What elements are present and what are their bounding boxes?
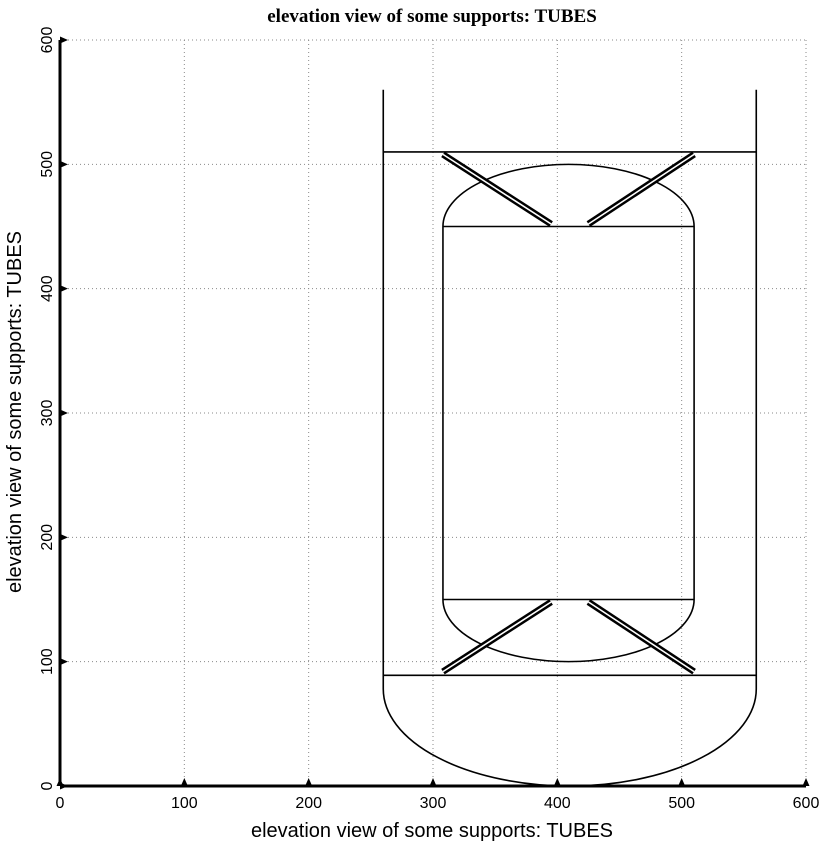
y-tick-label: 300 — [39, 400, 56, 427]
y-tick-mark — [60, 533, 68, 541]
support-drawing — [382, 89, 758, 787]
x-tick-label: 200 — [295, 795, 322, 812]
x-tick-labels: 0 100 200 300 400 500 600 — [56, 795, 820, 812]
y-tick-mark — [60, 160, 68, 168]
x-tick-mark — [429, 778, 437, 786]
y-tick-label: 600 — [39, 27, 56, 54]
y-tick-label: 200 — [39, 524, 56, 551]
x-tick-mark — [180, 778, 188, 786]
y-tick-mark — [60, 782, 68, 790]
x-tick-label: 100 — [171, 795, 198, 812]
y-tick-mark — [60, 658, 68, 666]
axes — [56, 36, 810, 790]
vessel-bottom-head — [442, 599, 695, 663]
x-tick-mark — [305, 778, 313, 786]
y-tick-labels: 0 100 200 300 400 500 600 — [39, 27, 56, 791]
x-tick-label: 600 — [793, 795, 820, 812]
y-tick-label: 0 — [39, 781, 56, 790]
brace-tube-core-2 — [587, 153, 695, 225]
x-tick-mark — [553, 778, 561, 786]
x-tick-mark — [802, 778, 810, 786]
x-tick-mark — [678, 778, 686, 786]
chart-title: elevation view of some supports: TUBES — [267, 6, 597, 27]
x-tick-label: 300 — [420, 795, 447, 812]
brace-tube-core-3 — [442, 601, 552, 673]
vessel-top-head — [442, 163, 695, 227]
y-tick-mark — [60, 285, 68, 293]
x-tick-label: 0 — [56, 795, 65, 812]
y-axis-label: elevation view of some supports: TUBES — [4, 231, 26, 593]
x-tick-label: 400 — [544, 795, 571, 812]
y-tick-label: 100 — [39, 648, 56, 675]
bottom-head — [382, 689, 758, 787]
y-tick-mark — [60, 36, 68, 44]
x-axis-label: elevation view of some supports: TUBES — [251, 820, 613, 842]
y-tick-label: 400 — [39, 275, 56, 302]
y-tick-label: 500 — [39, 151, 56, 178]
x-tick-label: 500 — [668, 795, 695, 812]
brace-tube-core-4 — [587, 601, 695, 673]
brace-tube-core-1 — [442, 153, 552, 225]
y-tick-mark — [60, 409, 68, 417]
